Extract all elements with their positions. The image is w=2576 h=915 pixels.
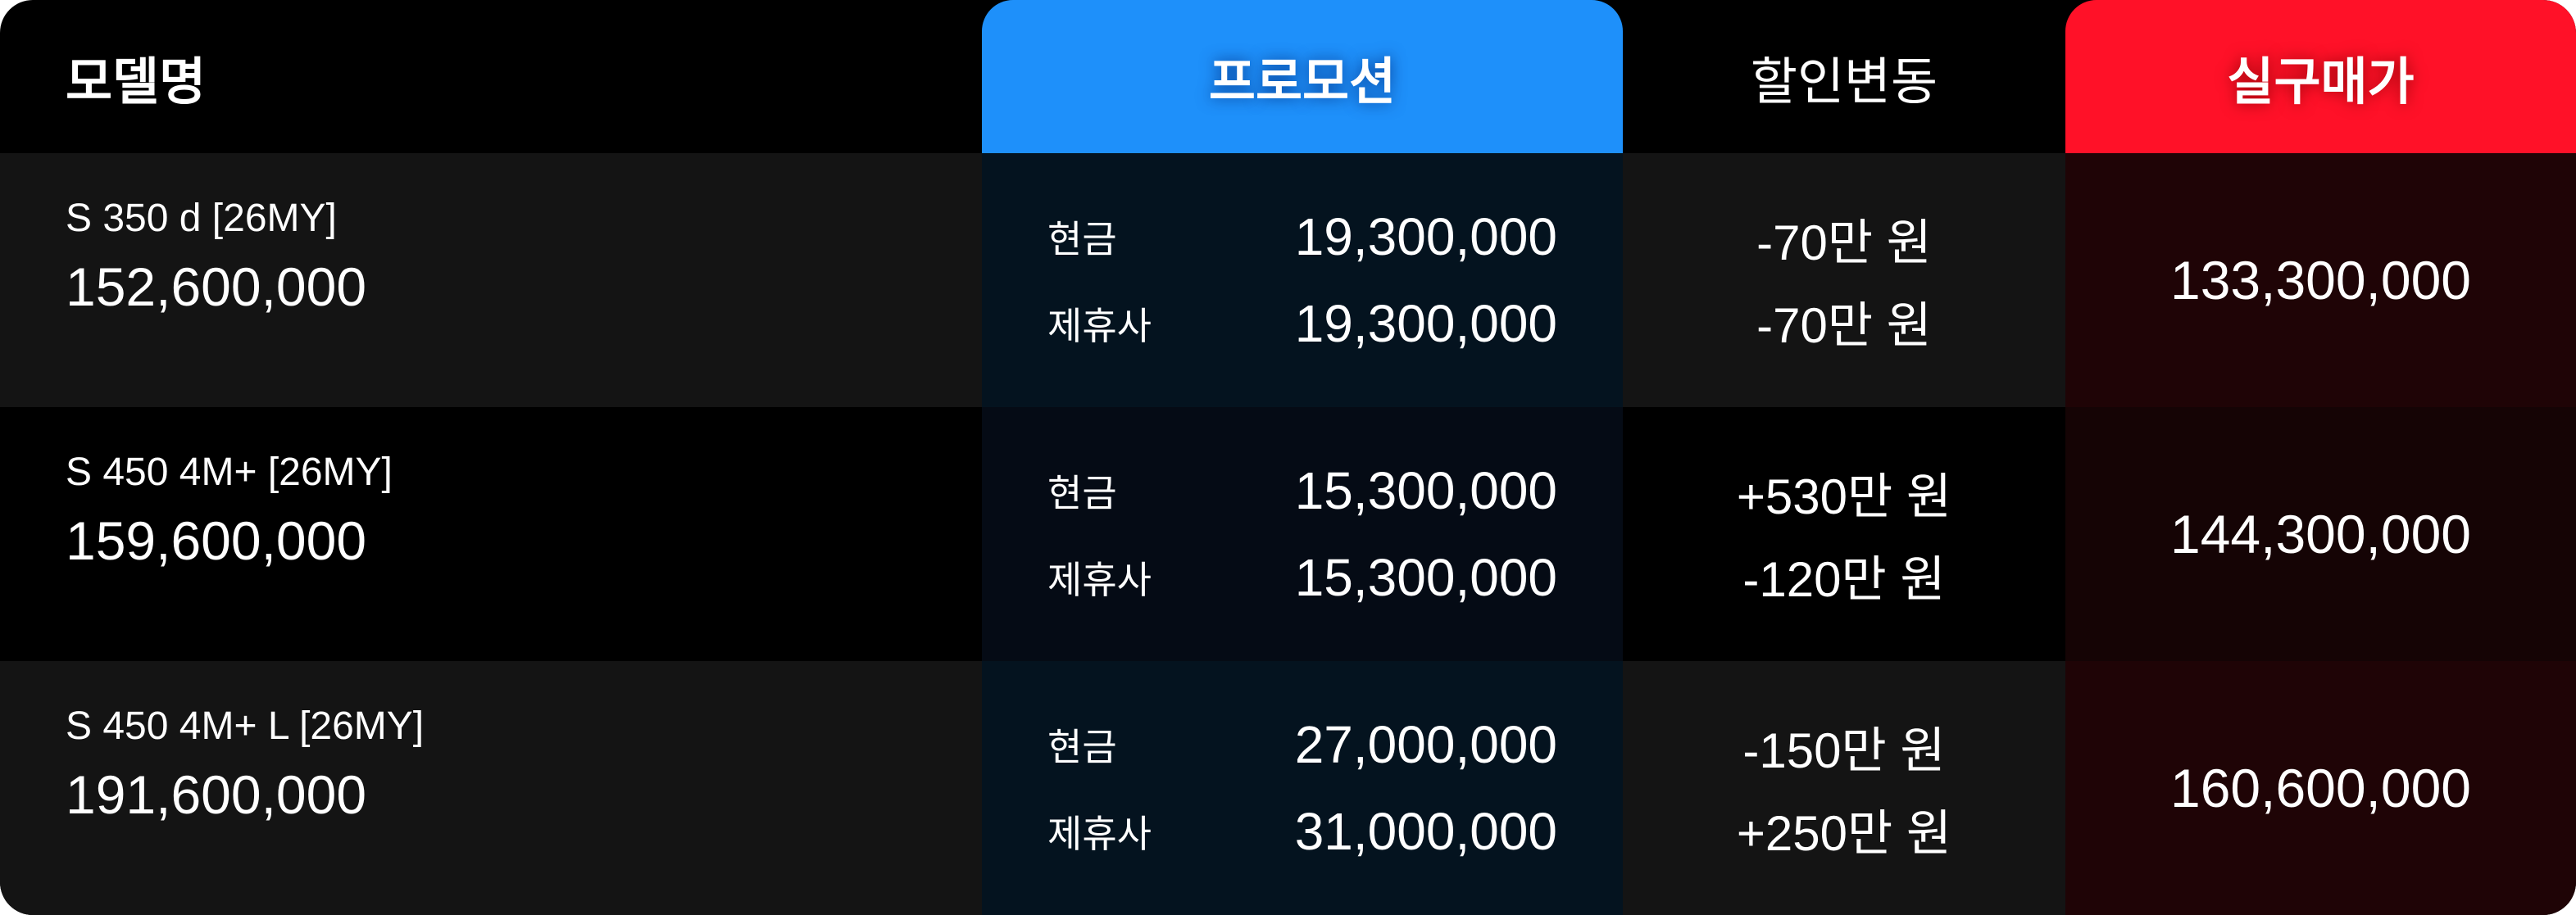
change-cash: +530만 원	[1736, 469, 1952, 524]
table-row: S 450 4M+ [26MY] 159,600,000 현금 15,300,00…	[0, 407, 2576, 661]
discount-change-cell: -70만 원 -70만 원	[1623, 153, 2065, 407]
model-cell: S 350 d [26MY] 152,600,000	[0, 153, 982, 407]
promo-value: 19,300,000	[1294, 207, 1557, 266]
header-final-price: 실구매가	[2065, 0, 2576, 153]
header-promotion: 프로모션	[982, 0, 1623, 153]
model-cell: S 450 4M+ L [26MY] 191,600,000	[0, 661, 982, 915]
model-name: S 450 4M+ L [26MY]	[66, 704, 425, 748]
promo-value: 27,000,000	[1294, 715, 1557, 774]
list-price: 152,600,000	[66, 256, 367, 317]
promo-label: 제휴사	[1047, 305, 1152, 347]
model-name: S 350 d [26MY]	[66, 197, 337, 240]
discount-change-cell: +530만 원 -120만 원	[1623, 407, 2065, 661]
header-discount-change: 할인변동	[1750, 53, 1938, 111]
table-row: S 350 d [26MY] 152,600,000 현금 19,300,000 …	[0, 153, 2576, 407]
list-price: 159,600,000	[66, 510, 367, 571]
promo-cash: 현금 15,300,000	[1047, 458, 1557, 523]
promotion-cell: 현금 27,000,000 제휴사 31,000,000	[982, 661, 1623, 915]
promotion-cell: 현금 19,300,000 제휴사 19,300,000	[982, 153, 1623, 407]
promo-value: 31,000,000	[1294, 802, 1557, 861]
promo-partner: 제휴사 15,300,000	[1047, 545, 1557, 610]
promo-value: 15,300,000	[1294, 548, 1557, 607]
final-price: 144,300,000	[2065, 407, 2576, 661]
change-cash: -70만 원	[1756, 215, 1932, 270]
promo-label: 현금	[1047, 218, 1117, 260]
list-price: 191,600,000	[66, 764, 367, 825]
promo-label: 제휴사	[1047, 813, 1152, 855]
final-price: 133,300,000	[2065, 153, 2576, 407]
change-partner: +250만 원	[1736, 806, 1952, 861]
promo-value: 15,300,000	[1294, 461, 1557, 520]
change-partner: -70만 원	[1756, 298, 1932, 353]
promo-cash: 현금 19,300,000	[1047, 204, 1557, 270]
final-price: 160,600,000	[2065, 661, 2576, 915]
change-cash: -150만 원	[1742, 723, 1946, 778]
header-model: 모델명	[66, 53, 207, 111]
discount-change-cell: -150만 원 +250만 원	[1623, 661, 2065, 915]
promo-cash: 현금 27,000,000	[1047, 712, 1557, 777]
promotion-cell: 현금 15,300,000 제휴사 15,300,000	[982, 407, 1623, 661]
table-row: S 450 4M+ L [26MY] 191,600,000 현금 27,000,…	[0, 661, 2576, 915]
promo-label: 제휴사	[1047, 559, 1152, 601]
promo-value: 19,300,000	[1294, 294, 1557, 353]
promo-label: 현금	[1047, 472, 1117, 514]
promo-partner: 제휴사 31,000,000	[1047, 799, 1557, 864]
model-cell: S 450 4M+ [26MY] 159,600,000	[0, 407, 982, 661]
promo-label: 현금	[1047, 726, 1117, 768]
promo-partner: 제휴사 19,300,000	[1047, 291, 1557, 356]
change-partner: -120만 원	[1742, 552, 1946, 607]
model-name: S 450 4M+ [26MY]	[66, 451, 393, 494]
